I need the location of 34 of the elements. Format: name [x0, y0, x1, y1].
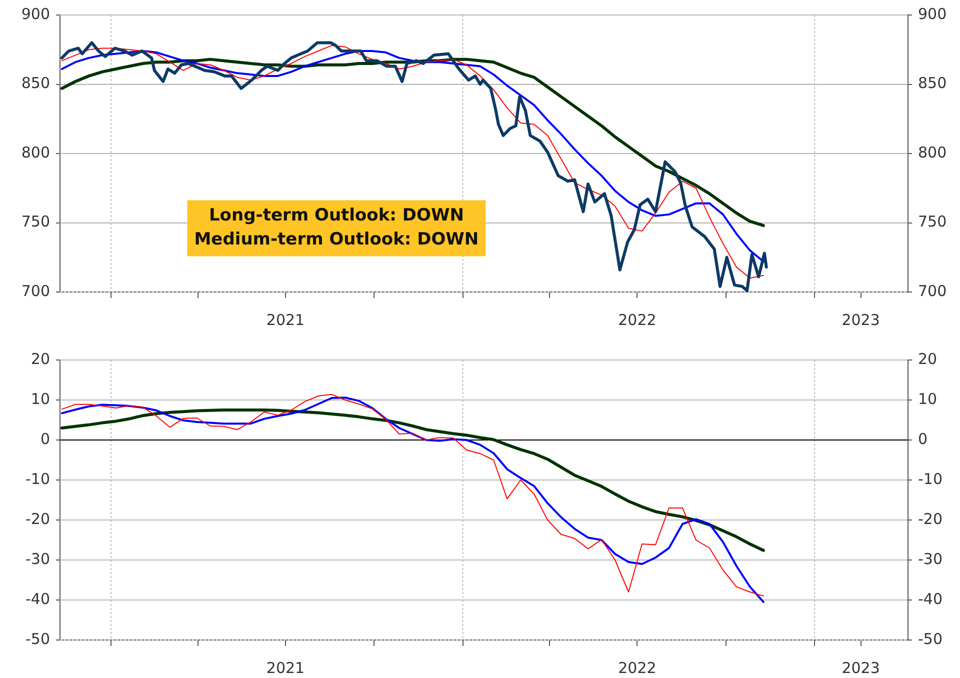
x-tick-label: 2022: [618, 310, 656, 329]
y-tick-label: 800: [21, 143, 50, 162]
y-tick-label: 700: [21, 282, 50, 300]
y2-tick-label: 700: [918, 282, 947, 300]
y-tick-label: 750: [21, 212, 50, 231]
y2-tick-label: -20: [918, 510, 942, 528]
y2-tick-label: 800: [918, 143, 947, 162]
y2-tick-label: -50: [918, 630, 942, 648]
y-tick-label: -20: [26, 510, 50, 528]
y-tick-label: 850: [21, 74, 50, 92]
x-tick-label: 2021: [266, 310, 305, 329]
x-tick-label: 2023: [842, 658, 880, 677]
x-tick-label: 2022: [618, 658, 656, 677]
y-tick-label: -30: [26, 550, 50, 568]
annotation: Long-term Outlook: DOWN: [208, 206, 464, 226]
x-tick-label: 2021: [266, 658, 305, 677]
y-tick-label: -10: [26, 470, 50, 488]
y-tick-label: 0: [40, 430, 50, 448]
y2-tick-label: 750: [918, 212, 947, 231]
y2-tick-label: 10: [918, 390, 938, 408]
y-tick-label: 10: [30, 390, 50, 408]
y2-tick-label: 0: [918, 430, 928, 448]
y2-tick-label: 20: [918, 350, 938, 368]
y2-tick-label: -10: [918, 470, 942, 488]
y2-tick-label: -40: [918, 590, 942, 608]
y-tick-label: -40: [26, 590, 50, 608]
y2-tick-label: 850: [918, 74, 947, 92]
y-tick-label: 900: [21, 4, 50, 23]
y-tick-label: -50: [26, 630, 50, 648]
y-tick-label: 20: [30, 350, 50, 368]
y2-tick-label: 900: [918, 4, 947, 23]
y2-tick-label: -30: [918, 550, 942, 568]
x-tick-label: 2023: [842, 310, 880, 329]
annotation: Medium-term Outlook: DOWN: [194, 230, 479, 250]
